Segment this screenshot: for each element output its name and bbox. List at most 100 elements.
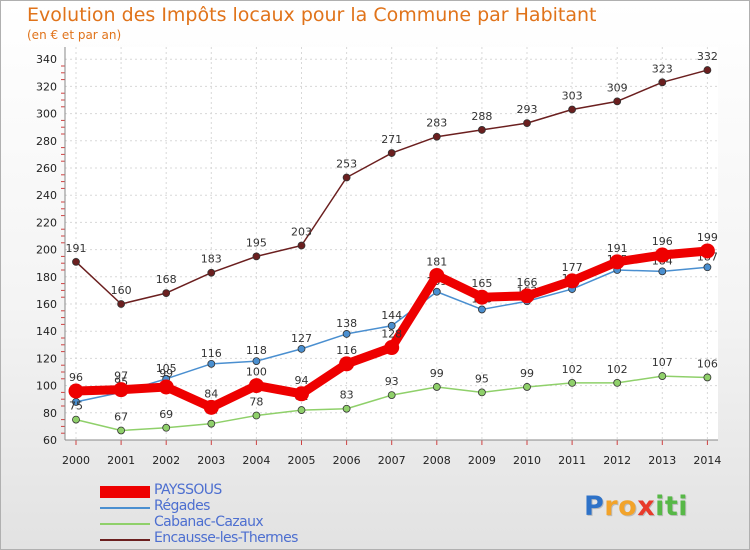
data-point-r-gades bbox=[477, 305, 486, 314]
data-label-encausse-les-thermes: 271 bbox=[381, 133, 402, 146]
data-label-r-gades: 116 bbox=[201, 347, 222, 360]
x-tick-label: 2010 bbox=[513, 454, 541, 467]
data-label-encausse-les-thermes: 183 bbox=[201, 253, 222, 266]
data-point-cabanac-cazaux bbox=[568, 378, 576, 387]
data-label-payssous: 97 bbox=[114, 370, 128, 383]
data-point-payssous bbox=[248, 378, 264, 394]
data-label-payssous: 177 bbox=[562, 261, 583, 274]
data-label-payssous: 94 bbox=[295, 374, 309, 387]
data-label-cabanac-cazaux: 75 bbox=[69, 400, 83, 413]
data-label-cabanac-cazaux: 102 bbox=[607, 363, 628, 376]
data-label-cabanac-cazaux: 78 bbox=[249, 396, 263, 409]
data-point-payssous bbox=[474, 289, 490, 305]
data-point-payssous bbox=[158, 379, 174, 395]
data-point-cabanac-cazaux bbox=[703, 373, 712, 382]
data-point-encausse-les-thermes bbox=[658, 78, 667, 87]
legend-swatch bbox=[100, 539, 150, 541]
logo-letter: i bbox=[655, 491, 665, 522]
logo-letter: x bbox=[637, 491, 656, 522]
data-point-payssous bbox=[654, 247, 670, 263]
data-label-r-gades: 105 bbox=[156, 362, 177, 375]
y-tick-label: 80 bbox=[43, 407, 57, 420]
x-tick-label: 2007 bbox=[378, 454, 406, 467]
data-point-encausse-les-thermes bbox=[387, 149, 396, 157]
x-tick-label: 2008 bbox=[423, 454, 451, 467]
data-label-payssous: 181 bbox=[426, 255, 447, 268]
data-label-r-gades: 118 bbox=[246, 344, 267, 357]
data-point-encausse-les-thermes bbox=[432, 132, 441, 141]
data-point-cabanac-cazaux bbox=[432, 383, 441, 391]
legend-label: Cabanac-Cazaux bbox=[154, 514, 264, 530]
data-label-cabanac-cazaux: 67 bbox=[114, 410, 128, 423]
data-label-cabanac-cazaux: 95 bbox=[475, 372, 489, 385]
legend-label: Encausse-les-Thermes bbox=[154, 530, 298, 546]
data-label-encausse-les-thermes: 303 bbox=[562, 90, 583, 103]
data-label-payssous: 166 bbox=[517, 276, 538, 289]
data-point-encausse-les-thermes bbox=[162, 289, 171, 298]
data-point-encausse-les-thermes bbox=[342, 173, 351, 182]
y-tick-label: 180 bbox=[36, 271, 57, 284]
data-point-cabanac-cazaux bbox=[523, 383, 531, 391]
legend-swatch bbox=[100, 507, 150, 509]
data-label-payssous: 84 bbox=[204, 387, 218, 400]
y-tick-label: 260 bbox=[36, 162, 57, 175]
x-tick-label: 2005 bbox=[288, 454, 316, 467]
logo-letter: o bbox=[618, 491, 638, 522]
y-tick-label: 240 bbox=[36, 189, 57, 202]
data-point-payssous bbox=[203, 399, 219, 415]
data-point-encausse-les-thermes bbox=[72, 257, 80, 266]
data-point-encausse-les-thermes bbox=[703, 66, 712, 74]
data-point-encausse-les-thermes bbox=[297, 241, 306, 250]
data-label-encausse-les-thermes: 168 bbox=[156, 273, 177, 286]
data-label-payssous: 100 bbox=[246, 366, 267, 379]
x-tick-label: 2003 bbox=[197, 454, 225, 467]
data-point-payssous bbox=[384, 340, 400, 356]
data-point-cabanac-cazaux bbox=[658, 372, 667, 380]
y-tick-label: 320 bbox=[36, 80, 57, 93]
data-point-r-gades bbox=[387, 321, 396, 330]
data-label-cabanac-cazaux: 99 bbox=[520, 367, 534, 380]
y-tick-label: 280 bbox=[36, 135, 57, 148]
x-tick-label: 2001 bbox=[107, 454, 135, 467]
data-label-encausse-les-thermes: 309 bbox=[607, 81, 628, 94]
x-tick-label: 2013 bbox=[648, 454, 676, 467]
data-point-r-gades bbox=[658, 267, 667, 276]
legend-item: Cabanac-Cazaux bbox=[100, 514, 360, 532]
data-label-encausse-les-thermes: 293 bbox=[517, 103, 538, 116]
data-label-cabanac-cazaux: 93 bbox=[385, 375, 399, 388]
data-point-cabanac-cazaux bbox=[117, 426, 125, 435]
data-point-payssous bbox=[68, 383, 84, 399]
data-label-cabanac-cazaux: 69 bbox=[159, 408, 173, 421]
data-point-payssous bbox=[699, 243, 715, 259]
data-point-r-gades bbox=[252, 357, 261, 366]
data-label-encausse-les-thermes: 323 bbox=[652, 62, 673, 75]
data-label-encausse-les-thermes: 191 bbox=[66, 242, 87, 255]
proxiti-logo: Proxiti bbox=[584, 491, 688, 522]
data-label-encausse-les-thermes: 288 bbox=[471, 110, 492, 123]
legend-item: Encausse-les-Thermes bbox=[100, 530, 360, 548]
chart-title: Evolution des Impôts locaux pour la Comm… bbox=[27, 4, 597, 26]
data-label-r-gades: 144 bbox=[381, 309, 402, 322]
data-point-r-gades bbox=[342, 330, 351, 338]
legend-swatch bbox=[100, 486, 150, 498]
legend-item: Régades bbox=[100, 498, 360, 516]
data-point-cabanac-cazaux bbox=[342, 404, 351, 413]
data-label-payssous: 199 bbox=[697, 231, 718, 244]
data-label-cabanac-cazaux: 83 bbox=[340, 389, 354, 402]
data-point-cabanac-cazaux bbox=[613, 378, 622, 387]
data-point-encausse-les-thermes bbox=[207, 268, 216, 277]
legend-swatch bbox=[100, 523, 150, 525]
data-label-cabanac-cazaux: 99 bbox=[430, 367, 444, 380]
x-tick-label: 2002 bbox=[152, 454, 180, 467]
data-point-payssous bbox=[339, 356, 355, 372]
data-point-payssous bbox=[609, 254, 625, 270]
y-tick-label: 300 bbox=[36, 108, 57, 121]
y-tick-label: 200 bbox=[36, 244, 57, 257]
data-point-r-gades bbox=[297, 344, 306, 353]
x-tick-label: 2012 bbox=[603, 454, 631, 467]
data-label-r-gades: 127 bbox=[291, 332, 312, 345]
y-tick-label: 340 bbox=[36, 53, 57, 66]
legend-item: PAYSSOUS bbox=[100, 482, 360, 500]
data-point-payssous bbox=[113, 382, 129, 398]
x-tick-label: 2011 bbox=[558, 454, 586, 467]
